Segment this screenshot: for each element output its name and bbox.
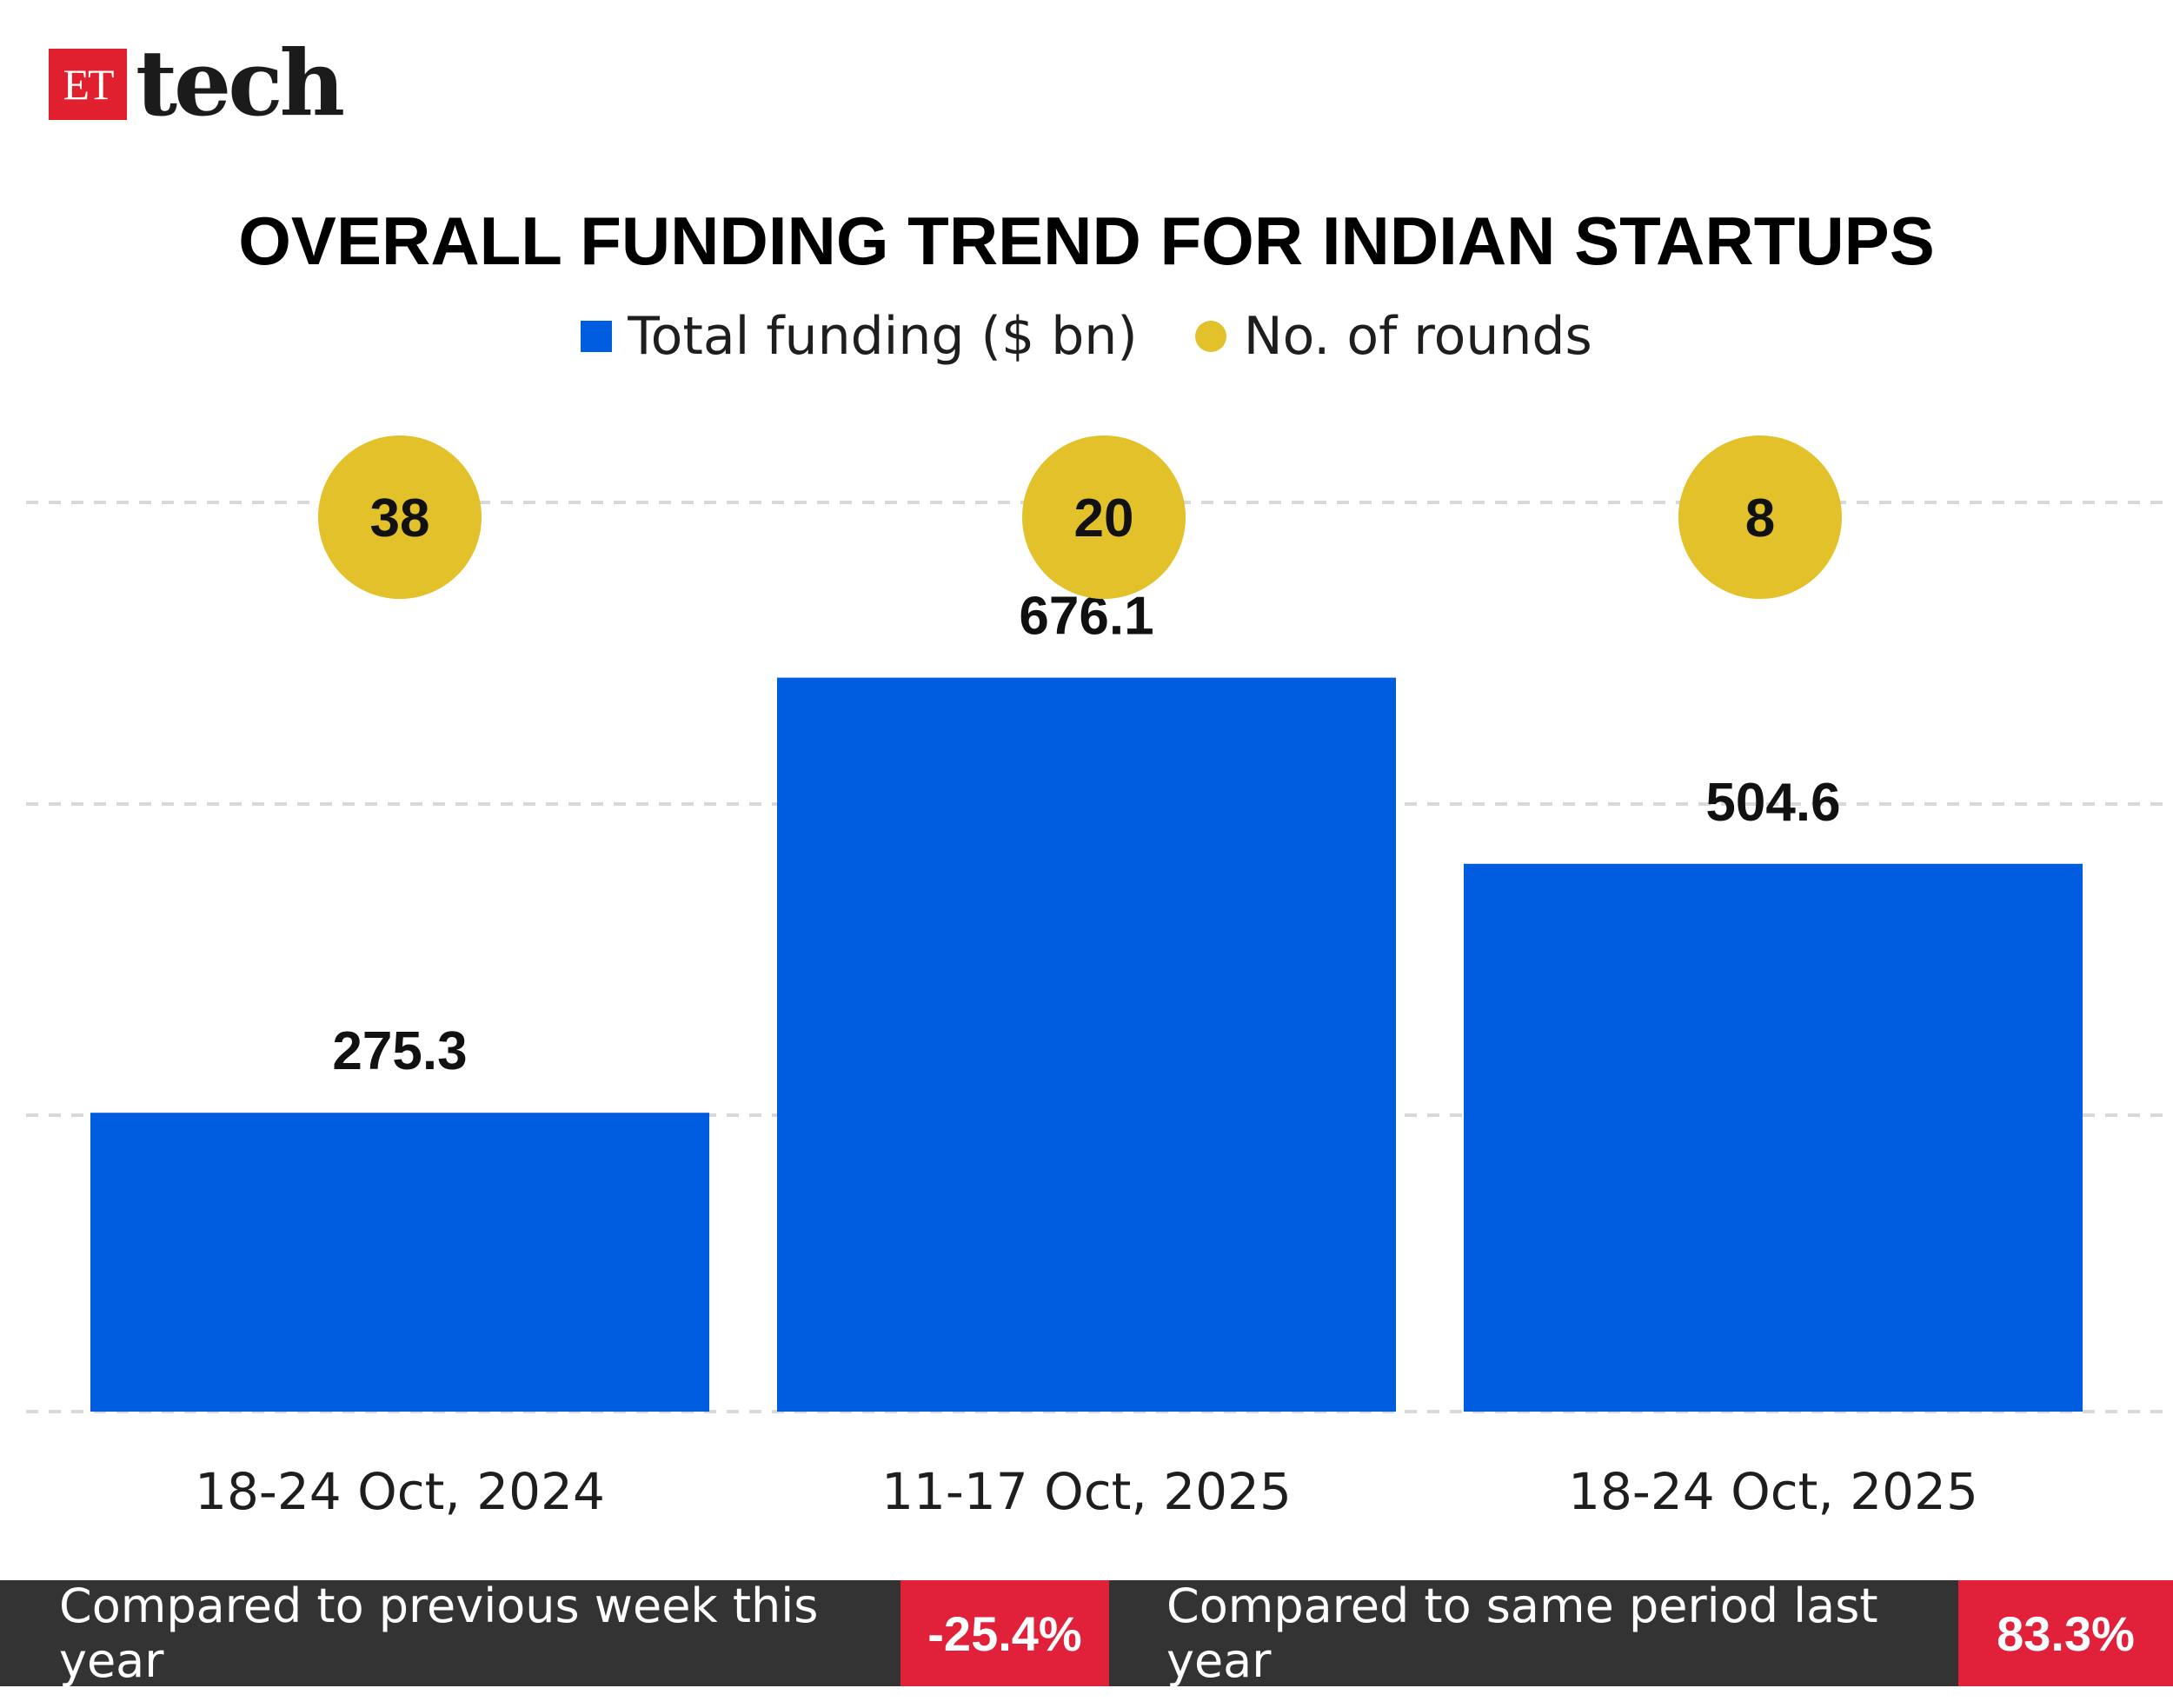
- bar-value-label: 275.3: [332, 1021, 467, 1081]
- chart-title: OVERALL FUNDING TREND FOR INDIAN STARTUP…: [238, 203, 1935, 279]
- legend-item-funding: Total funding ($ bn): [581, 306, 1138, 367]
- legend-square-icon: [581, 321, 613, 352]
- rounds-bubble: [1022, 435, 1186, 599]
- legend-label-rounds: No. of rounds: [1243, 306, 1592, 367]
- legend-dot-icon: [1194, 321, 1226, 352]
- rounds-bubble: [318, 435, 482, 599]
- bar: [1464, 863, 2083, 1412]
- logo-word: tech: [136, 30, 345, 136]
- x-tick-label: 18-24 Oct, 2025: [1568, 1462, 1978, 1521]
- comparison-footer: Compared to previous week this year -25.…: [0, 1578, 2173, 1688]
- footer-value-last-year: 83.3%: [1958, 1580, 2173, 1686]
- rounds-value-label: 8: [1745, 488, 1775, 548]
- footer-value-previous-week: -25.4%: [900, 1580, 1109, 1686]
- bar: [90, 1113, 709, 1412]
- rounds-value-label: 20: [1074, 488, 1134, 548]
- footer-label-last-year: Compared to same period last year: [1166, 1578, 1878, 1688]
- legend-label-funding: Total funding ($ bn): [628, 306, 1138, 367]
- rounds-bubble: [1678, 435, 1842, 599]
- logo-et-box: ET: [49, 49, 127, 120]
- legend-item-rounds: No. of rounds: [1194, 306, 1592, 367]
- chart-legend: Total funding ($ bn) No. of rounds: [0, 306, 2173, 367]
- x-tick-label: 11-17 Oct, 2025: [881, 1462, 1292, 1521]
- x-tick-label: 18-24 Oct, 2024: [195, 1462, 605, 1521]
- rounds-value-label: 38: [370, 488, 430, 548]
- bar-value-label: 504.6: [1705, 773, 1840, 833]
- footer-label-previous-week: Compared to previous week this year: [59, 1578, 819, 1688]
- bar: [777, 677, 1396, 1412]
- et-tech-logo: ET tech: [49, 30, 345, 136]
